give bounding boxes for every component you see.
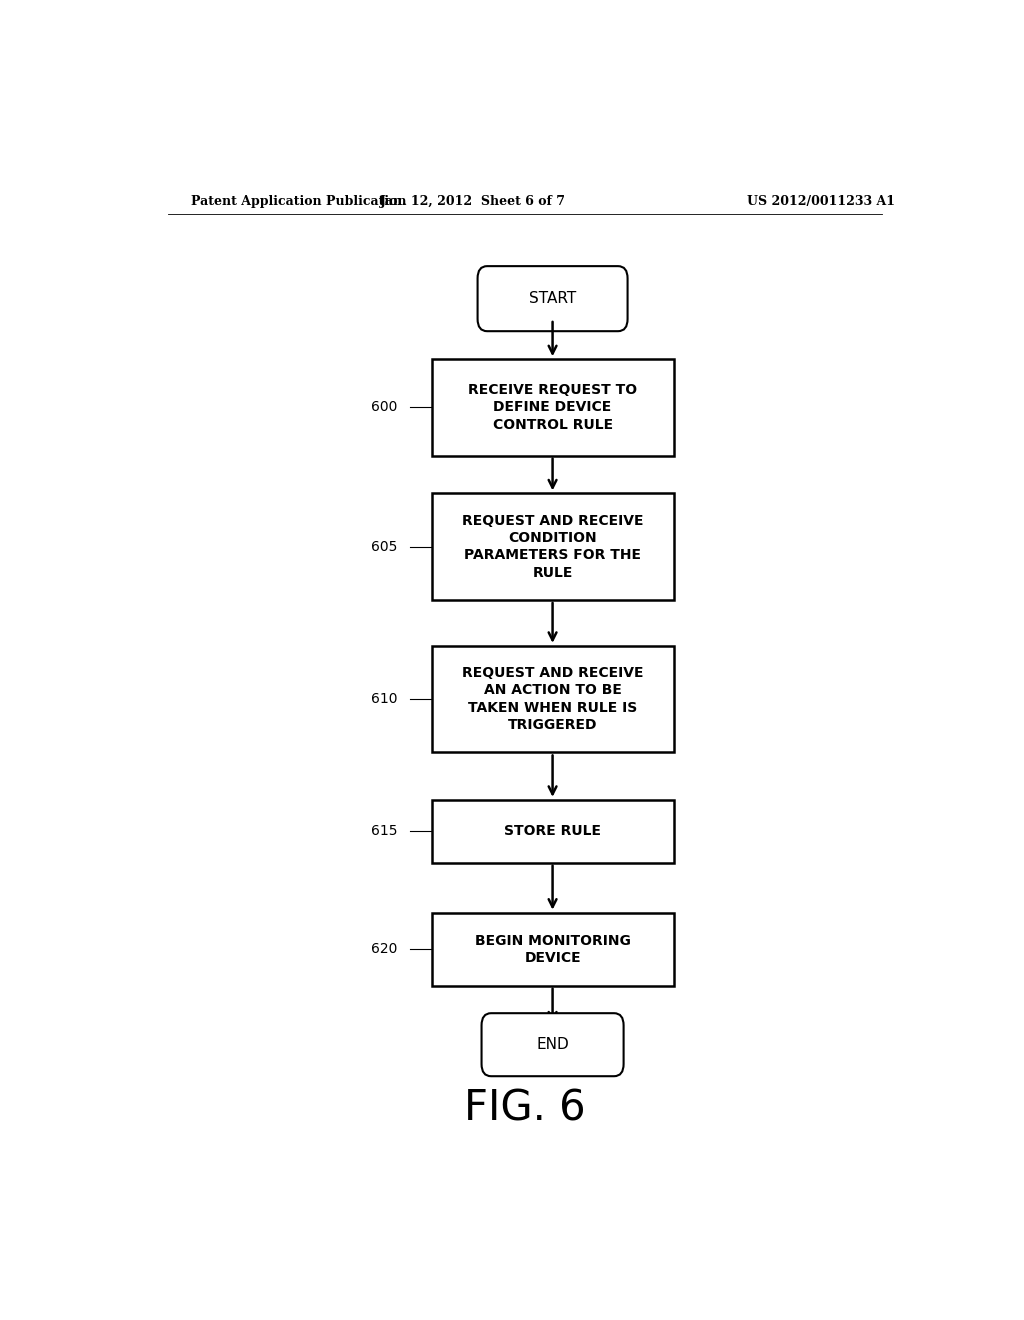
Text: US 2012/0011233 A1: US 2012/0011233 A1 (748, 194, 895, 207)
Text: FIG. 6: FIG. 6 (464, 1088, 586, 1130)
FancyBboxPatch shape (477, 267, 628, 331)
Text: 615: 615 (372, 824, 397, 838)
Text: 620: 620 (372, 942, 397, 956)
Text: START: START (529, 292, 577, 306)
FancyBboxPatch shape (431, 645, 674, 752)
FancyBboxPatch shape (431, 359, 674, 455)
FancyBboxPatch shape (431, 494, 674, 601)
Text: END: END (537, 1038, 569, 1052)
FancyBboxPatch shape (431, 912, 674, 986)
Text: REQUEST AND RECEIVE
AN ACTION TO BE
TAKEN WHEN RULE IS
TRIGGERED: REQUEST AND RECEIVE AN ACTION TO BE TAKE… (462, 667, 643, 733)
FancyBboxPatch shape (481, 1014, 624, 1076)
Text: Patent Application Publication: Patent Application Publication (191, 194, 407, 207)
Text: 605: 605 (372, 540, 397, 553)
Text: STORE RULE: STORE RULE (504, 824, 601, 838)
Text: BEGIN MONITORING
DEVICE: BEGIN MONITORING DEVICE (475, 933, 631, 965)
Text: 600: 600 (372, 400, 397, 414)
Text: Jan. 12, 2012  Sheet 6 of 7: Jan. 12, 2012 Sheet 6 of 7 (380, 194, 566, 207)
Text: RECEIVE REQUEST TO
DEFINE DEVICE
CONTROL RULE: RECEIVE REQUEST TO DEFINE DEVICE CONTROL… (468, 383, 637, 432)
Text: 610: 610 (372, 692, 397, 706)
Text: REQUEST AND RECEIVE
CONDITION
PARAMETERS FOR THE
RULE: REQUEST AND RECEIVE CONDITION PARAMETERS… (462, 513, 643, 579)
FancyBboxPatch shape (431, 800, 674, 863)
